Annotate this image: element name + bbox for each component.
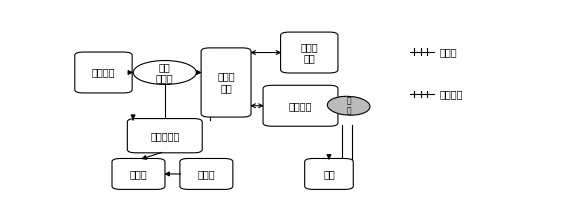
Text: 格林透镜: 格林透镜 bbox=[289, 101, 312, 111]
Text: 探
头: 探 头 bbox=[346, 96, 351, 116]
Text: 扫描探头: 扫描探头 bbox=[440, 89, 463, 99]
FancyBboxPatch shape bbox=[180, 159, 233, 189]
Text: 光纤耦
合器: 光纤耦 合器 bbox=[218, 72, 235, 93]
Ellipse shape bbox=[327, 96, 370, 115]
Text: 平衡探测器: 平衡探测器 bbox=[150, 131, 180, 141]
FancyBboxPatch shape bbox=[127, 119, 202, 153]
Text: 固定反
射镜: 固定反 射镜 bbox=[301, 42, 318, 63]
FancyBboxPatch shape bbox=[263, 85, 338, 126]
FancyBboxPatch shape bbox=[201, 48, 251, 117]
Circle shape bbox=[133, 60, 196, 84]
Text: 采集卡: 采集卡 bbox=[130, 169, 147, 179]
Text: 参考臂: 参考臂 bbox=[440, 47, 457, 57]
Text: 计算机: 计算机 bbox=[198, 169, 215, 179]
Text: 样品: 样品 bbox=[323, 169, 335, 179]
Text: 三端
环形器: 三端 环形器 bbox=[156, 62, 173, 83]
Text: 扫频光源: 扫频光源 bbox=[92, 67, 115, 78]
FancyBboxPatch shape bbox=[112, 159, 165, 189]
FancyBboxPatch shape bbox=[75, 52, 132, 93]
FancyBboxPatch shape bbox=[281, 32, 338, 73]
FancyBboxPatch shape bbox=[305, 159, 353, 189]
